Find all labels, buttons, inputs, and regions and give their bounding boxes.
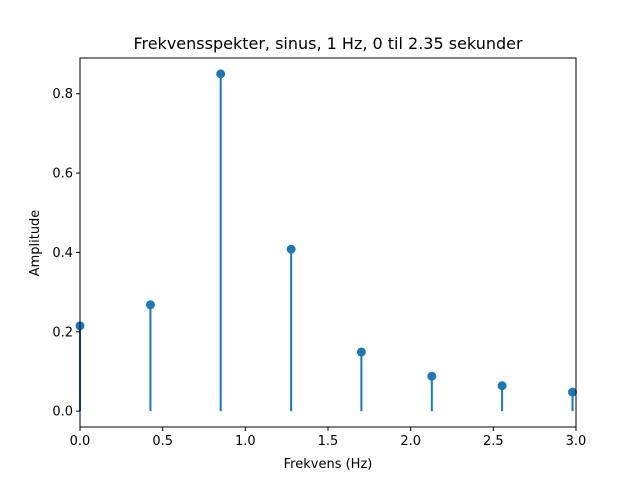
stem-marker — [356, 347, 366, 357]
x-tick-label: 1.5 — [318, 434, 339, 449]
stem-marker — [568, 387, 578, 397]
stem-marker — [497, 381, 507, 391]
x-tick-label: 2.5 — [483, 434, 504, 449]
stem-marker — [286, 244, 296, 254]
x-tick-label: 2.0 — [400, 434, 421, 449]
x-axis-ticks: 0.0 0.5 1.0 1.5 2.0 2.5 3.0 — [70, 427, 587, 449]
stem-markers — [75, 69, 578, 397]
stem-lines — [79, 73, 574, 412]
x-axis-label: Frekvens (Hz) — [284, 457, 373, 472]
stem-marker — [145, 300, 155, 310]
x-tick-label: 0.0 — [70, 434, 91, 449]
y-axis-ticks: 0.0 0.2 0.4 0.6 0.8 — [52, 87, 80, 420]
plot-frame — [79, 57, 577, 428]
stem-marker — [216, 69, 226, 79]
y-tick-label: 0.2 — [52, 325, 73, 340]
x-tick-label: 3.0 — [566, 434, 587, 449]
chart-title: Frekvensspekter, sinus, 1 Hz, 0 til 2.35… — [133, 34, 523, 53]
y-axis-label: Amplitude — [28, 210, 43, 277]
stem-marker — [427, 371, 437, 381]
x-tick-label: 0.5 — [152, 434, 173, 449]
y-tick-label: 0.8 — [52, 87, 73, 102]
y-tick-label: 0.4 — [52, 246, 73, 261]
y-tick-label: 0.0 — [52, 405, 73, 420]
x-tick-label: 1.0 — [235, 434, 256, 449]
y-tick-label: 0.6 — [52, 167, 73, 182]
